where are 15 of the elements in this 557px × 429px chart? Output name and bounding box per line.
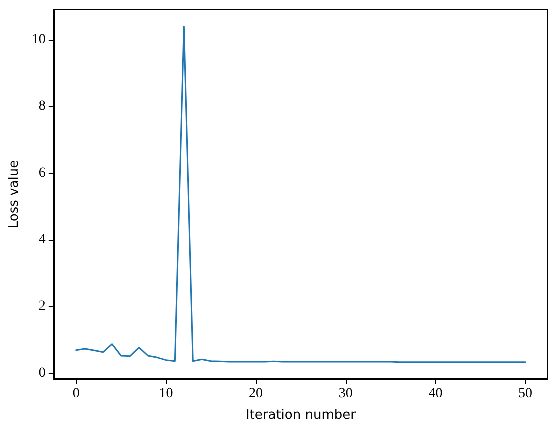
y-tick-label: 6 xyxy=(38,166,46,181)
y-tick-label: 4 xyxy=(38,232,46,248)
x-axis-title: Iteration number xyxy=(246,408,357,423)
x-tick-label: 30 xyxy=(338,386,353,402)
x-tick-label: 50 xyxy=(518,386,533,402)
x-tick-label: 20 xyxy=(249,386,264,402)
x-tick-label: 0 xyxy=(72,386,80,402)
y-tick-label: 10 xyxy=(32,32,46,48)
y-axis-title: Loss value xyxy=(7,160,22,229)
line-series xyxy=(76,26,526,364)
x-tick-label: 10 xyxy=(159,386,174,402)
y-tick-label: 2 xyxy=(38,299,46,314)
x-tick-label: 40 xyxy=(428,386,443,402)
y-tick-label: 0 xyxy=(38,366,46,381)
y-tick-label: 8 xyxy=(38,99,46,114)
